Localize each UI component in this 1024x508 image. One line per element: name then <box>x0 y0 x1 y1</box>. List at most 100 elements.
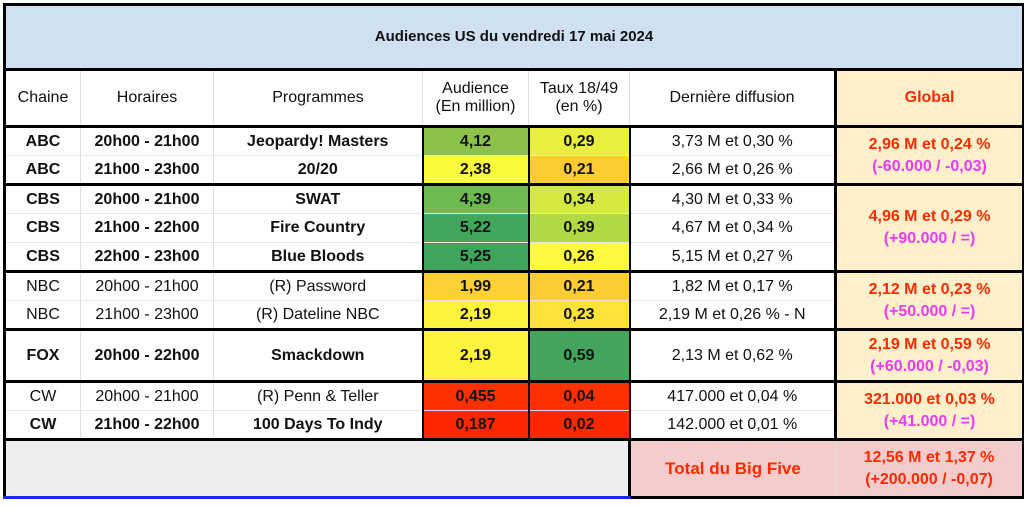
cell-horaires: 20h00 - 22h00 <box>80 328 214 382</box>
cell-derniere: 4,30 M et 0,33 % <box>628 183 836 214</box>
table-row: NBC 20h00 - 21h00 (R) Password 1,99 0,21 1,82… <box>3 270 1024 330</box>
cell-chaine: CBS <box>3 213 81 243</box>
cell-taux: 0,29 <box>527 125 630 156</box>
header-taux-line2: (en %) <box>555 98 603 115</box>
cell-derniere: 4,67 M et 0,34 % <box>628 213 836 243</box>
header-audience: Audience (En million) <box>422 69 529 127</box>
cell-taux: 0,04 <box>527 380 630 411</box>
table-title: Audiences US du vendredi 17 mai 2024 <box>2 3 1024 71</box>
cell-taux: 0,21 <box>527 155 630 185</box>
total-row: Total du Big Five 12,56 M et 1,37 % (+200… <box>3 438 1024 499</box>
cell-chaine: CBS <box>3 183 81 214</box>
cell-chaine: NBC <box>3 300 81 330</box>
total-value: 12,56 M et 1,37 % (+200.000 / -0,07) <box>834 438 1024 499</box>
cell-audience: 4,12 <box>421 125 529 156</box>
cell-taux: 0,26 <box>527 242 630 272</box>
global-main: 2,12 M et 0,23 % <box>868 280 991 298</box>
total-label: Total du Big Five <box>628 438 836 499</box>
cell-chaine: CW <box>3 380 81 411</box>
cell-chaine: ABC <box>3 125 81 156</box>
cell-derniere: 2,13 M et 0,62 % <box>628 328 836 382</box>
header-programmes: Programmes <box>213 69 423 127</box>
cell-audience: 0,455 <box>421 380 529 411</box>
table-row: CBS 20h00 - 21h00 SWAT 4,39 0,34 4,30 M et 0,… <box>3 183 1024 272</box>
global-main: 4,96 M et 0,29 % <box>868 208 991 225</box>
cell-taux: 0,21 <box>527 270 630 301</box>
table-row: CW 20h00 - 21h00 (R) Penn & Teller 0,455 0,0… <box>3 380 1024 441</box>
cell-chaine: ABC <box>3 155 81 185</box>
empty-cell <box>3 438 630 499</box>
cell-horaires: 20h00 - 21h00 <box>80 183 214 214</box>
global-diff: (+50.000 / =) <box>883 302 976 320</box>
cell-audience: 5,22 <box>421 213 529 243</box>
cell-chaine: CW <box>3 410 81 441</box>
cell-programme: Smackdown <box>213 328 423 382</box>
cell-horaires: 21h00 - 22h00 <box>80 213 214 243</box>
cell-programme: 20/20 <box>213 155 423 185</box>
cell-horaires: 20h00 - 21h00 <box>80 380 214 411</box>
header-taux-line1: Taux 18/49 <box>539 80 619 97</box>
cell-programme: Fire Country <box>213 213 423 243</box>
cell-horaires: 21h00 - 22h00 <box>80 410 214 441</box>
cell-audience: 4,39 <box>421 183 529 214</box>
header-audience-line1: Audience <box>442 80 509 97</box>
cell-horaires: 20h00 - 21h00 <box>80 125 214 156</box>
cell-programme: SWAT <box>213 183 423 214</box>
cell-programme: Jeopardy! Masters <box>213 125 423 156</box>
table-row: CBS 22h00 - 23h00 Blue Bloods 5,25 0,26 5,15 … <box>3 242 1024 272</box>
cell-derniere: 2,66 M et 0,26 % <box>628 155 836 185</box>
cell-programme: 100 Days To Indy <box>213 410 423 441</box>
table-row: CBS 21h00 - 22h00 Fire Country 5,22 0,39 4,67… <box>3 213 1024 243</box>
header-global: Global <box>833 69 1024 127</box>
cell-horaires: 21h00 - 23h00 <box>80 300 214 330</box>
global-diff: (+90.000 / =) <box>883 230 976 247</box>
cell-derniere: 3,73 M et 0,30 % <box>628 125 836 156</box>
cell-taux: 0,39 <box>527 213 630 243</box>
header-derniere: Dernière diffusion <box>629 69 836 127</box>
global-main: 2,96 M et 0,24 % <box>868 135 991 153</box>
cell-audience: 5,25 <box>421 242 529 272</box>
table-row: CW 21h00 - 22h00 100 Days To Indy 0,187 0,02… <box>3 410 1024 441</box>
cell-audience: 0,187 <box>421 410 529 441</box>
cell-audience: 2,19 <box>421 300 529 330</box>
cell-taux: 0,02 <box>527 410 630 441</box>
global-diff: (+41.000 / =) <box>883 412 976 430</box>
audience-table-sheet: Audiences US du vendredi 17 mai 2024 Cha… <box>2 3 1024 506</box>
table-row: ABC 21h00 - 23h00 20/20 2,38 0,21 2,66 M et 0… <box>3 155 1024 185</box>
header-chaine: Chaine <box>3 69 81 127</box>
cell-derniere: 1,82 M et 0,17 % <box>628 270 836 301</box>
cell-horaires: 20h00 - 21h00 <box>80 270 214 301</box>
cell-taux: 0,34 <box>527 183 630 214</box>
global-diff: (+60.000 / -0,03) <box>870 357 989 375</box>
cell-derniere: 5,15 M et 0,27 % <box>628 242 836 272</box>
header-horaires: Horaires <box>80 69 214 127</box>
table-row: NBC 21h00 - 23h00 (R) Dateline NBC 2,19 0,23… <box>3 300 1024 330</box>
cell-audience: 2,19 <box>421 328 529 382</box>
global-diff: (-60.000 / -0,03) <box>872 157 987 175</box>
global-cell-cw: 321.000 et 0,03 % (+41.000 / =) <box>833 380 1024 441</box>
cell-programme: Blue Bloods <box>213 242 423 272</box>
cell-taux: 0,59 <box>527 328 630 382</box>
cell-programme: (R) Penn & Teller <box>213 380 423 411</box>
cell-taux: 0,23 <box>527 300 630 330</box>
global-main: 2,19 M et 0,59 % <box>868 335 991 353</box>
header-taux: Taux 18/49 (en %) <box>528 69 630 127</box>
cell-chaine: CBS <box>3 242 81 272</box>
header-row: Chaine Horaires Programmes Audience (En m… <box>3 69 1024 127</box>
header-audience-line2: (En million) <box>435 98 516 115</box>
cell-derniere: 142.000 et 0,01 % <box>628 410 836 441</box>
cell-horaires: 21h00 - 23h00 <box>80 155 214 185</box>
audience-table: Audiences US du vendredi 17 mai 2024 Cha… <box>2 3 1024 499</box>
cell-derniere: 417.000 et 0,04 % <box>628 380 836 411</box>
total-diff: (+200.000 / -0,07) <box>865 470 993 488</box>
cell-audience: 2,38 <box>421 155 529 185</box>
table-row: FOX 20h00 - 22h00 Smackdown 2,19 0,59 2,13 M … <box>3 328 1024 382</box>
global-cell-fox: 2,19 M et 0,59 % (+60.000 / -0,03) <box>833 328 1024 382</box>
global-main: 321.000 et 0,03 % <box>864 390 995 408</box>
table-row: ABC 20h00 - 21h00 Jeopardy! Masters 4,12 0,2… <box>3 125 1024 185</box>
cell-audience: 1,99 <box>421 270 529 301</box>
table-body: ABC 20h00 - 21h00 Jeopardy! Masters 4,12 0,2… <box>3 125 1024 441</box>
total-main: 12,56 M et 1,37 % <box>863 448 995 466</box>
cell-derniere: 2,19 M et 0,26 % - N <box>628 300 836 330</box>
cell-programme: (R) Dateline NBC <box>213 300 423 330</box>
